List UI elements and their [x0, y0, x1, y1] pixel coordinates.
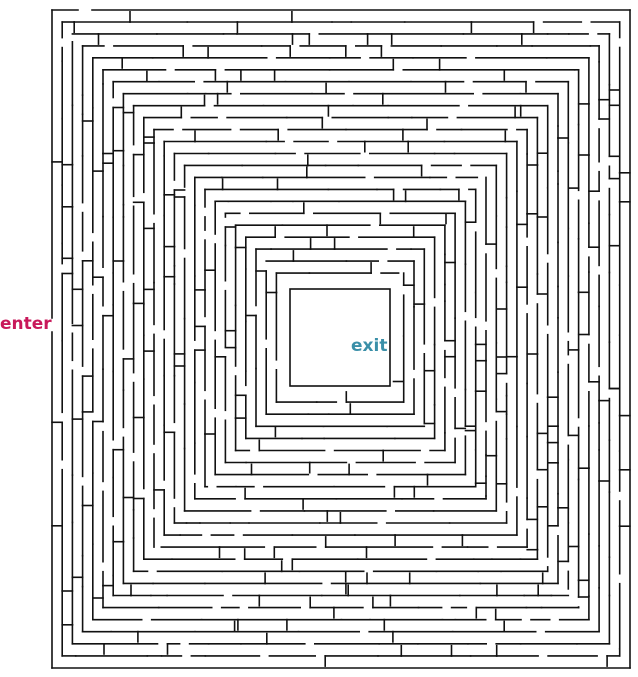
exit-label: exit — [351, 336, 388, 356]
enter-label: enter — [0, 314, 52, 334]
maze-center-chamber — [289, 288, 391, 387]
maze-walls — [51, 9, 631, 669]
